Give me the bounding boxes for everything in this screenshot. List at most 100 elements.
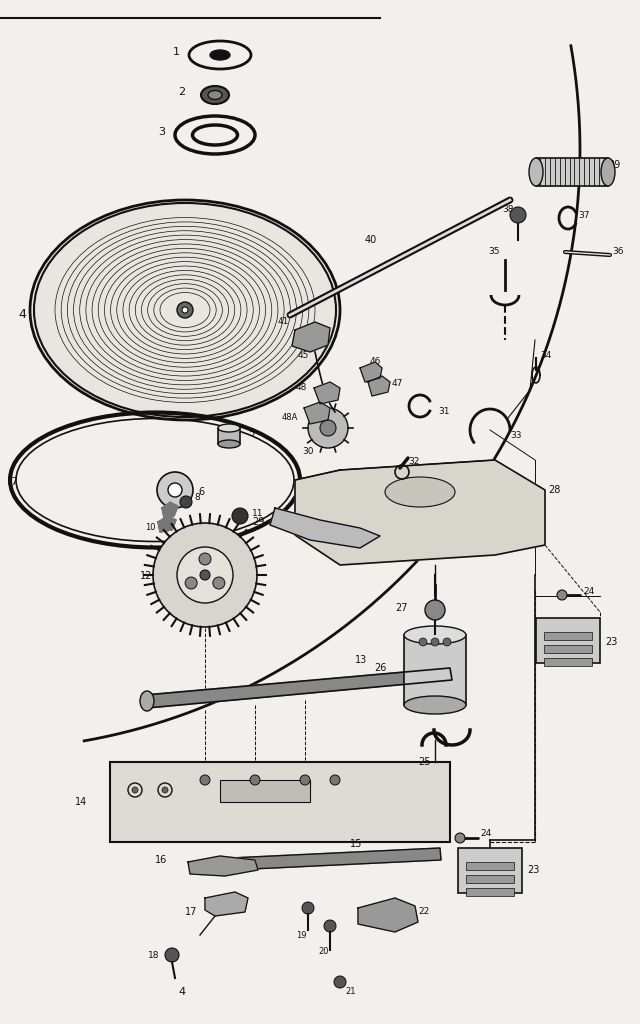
Text: 14: 14 (75, 797, 87, 807)
Circle shape (455, 833, 465, 843)
Text: 36: 36 (612, 248, 623, 256)
Polygon shape (205, 892, 248, 916)
Ellipse shape (208, 90, 222, 99)
Text: 23: 23 (527, 865, 540, 874)
Circle shape (153, 523, 257, 627)
Circle shape (177, 302, 193, 318)
Circle shape (431, 638, 439, 646)
Ellipse shape (529, 158, 543, 186)
Ellipse shape (218, 424, 240, 432)
Text: 19: 19 (296, 932, 307, 940)
Text: 29: 29 (252, 517, 264, 527)
Text: 39: 39 (608, 160, 620, 170)
Text: 41: 41 (278, 317, 289, 327)
Bar (536, 158, 608, 186)
Text: 34: 34 (540, 350, 552, 359)
Ellipse shape (140, 691, 154, 711)
Text: 33: 33 (510, 430, 522, 439)
Text: 30: 30 (302, 447, 314, 457)
Polygon shape (158, 516, 176, 532)
Polygon shape (162, 502, 178, 518)
Circle shape (200, 775, 210, 785)
Ellipse shape (404, 696, 466, 714)
Circle shape (165, 948, 179, 962)
Bar (404, 635, 466, 705)
Text: 8: 8 (194, 494, 200, 503)
Circle shape (334, 976, 346, 988)
Text: 24: 24 (583, 587, 595, 596)
Text: 3: 3 (158, 127, 165, 137)
Text: 13: 13 (355, 655, 367, 665)
Polygon shape (358, 898, 418, 932)
Text: 45: 45 (298, 350, 309, 359)
Text: 28: 28 (548, 485, 561, 495)
Circle shape (199, 553, 211, 565)
Polygon shape (314, 382, 340, 404)
Text: 48: 48 (296, 384, 307, 392)
Text: 17: 17 (185, 907, 197, 918)
Circle shape (324, 920, 336, 932)
Text: 25: 25 (418, 757, 431, 767)
Circle shape (308, 408, 348, 449)
Ellipse shape (218, 440, 240, 449)
Text: 20: 20 (318, 947, 328, 956)
Circle shape (330, 775, 340, 785)
Text: 7: 7 (10, 477, 17, 487)
Circle shape (510, 207, 526, 223)
Polygon shape (270, 508, 380, 548)
Circle shape (213, 577, 225, 589)
Circle shape (162, 787, 168, 793)
Circle shape (185, 577, 197, 589)
Text: 15: 15 (350, 839, 362, 849)
Text: 31: 31 (438, 408, 449, 417)
Text: 24: 24 (480, 829, 492, 839)
Text: 4: 4 (18, 308, 26, 322)
Circle shape (177, 547, 233, 603)
Bar (536, 618, 600, 663)
Polygon shape (360, 362, 382, 382)
Text: 4: 4 (178, 987, 185, 997)
Circle shape (200, 570, 210, 580)
Text: 23: 23 (605, 637, 618, 647)
Bar (218, 428, 240, 444)
Ellipse shape (201, 86, 229, 104)
Bar (544, 658, 592, 666)
Ellipse shape (601, 158, 615, 186)
Bar (466, 888, 514, 896)
Text: 47: 47 (392, 380, 403, 388)
Circle shape (182, 307, 188, 313)
Circle shape (168, 483, 182, 497)
Text: 40: 40 (365, 234, 377, 245)
Circle shape (300, 775, 310, 785)
Polygon shape (230, 848, 441, 870)
Bar (458, 848, 522, 893)
Text: 16: 16 (155, 855, 167, 865)
Polygon shape (145, 668, 452, 708)
Bar (110, 762, 450, 842)
Text: 27: 27 (395, 603, 408, 613)
Text: 26: 26 (374, 663, 387, 673)
Bar (466, 862, 514, 870)
Circle shape (419, 638, 427, 646)
Text: 21: 21 (345, 987, 355, 996)
Text: 48A: 48A (282, 414, 298, 423)
Bar (544, 645, 592, 653)
Polygon shape (295, 460, 545, 565)
Polygon shape (188, 856, 258, 876)
Text: 10: 10 (145, 522, 156, 531)
Text: 38: 38 (502, 206, 513, 214)
Bar (466, 874, 514, 883)
Text: 46: 46 (370, 357, 381, 367)
Circle shape (320, 420, 336, 436)
Circle shape (232, 508, 248, 524)
Text: 1: 1 (173, 47, 180, 57)
Bar (544, 632, 592, 640)
Circle shape (180, 496, 192, 508)
Text: 35: 35 (488, 248, 499, 256)
Ellipse shape (210, 50, 230, 60)
Circle shape (557, 590, 567, 600)
Text: 37: 37 (578, 211, 589, 219)
Ellipse shape (30, 200, 340, 420)
Text: 18: 18 (148, 951, 159, 961)
Bar (220, 780, 310, 802)
